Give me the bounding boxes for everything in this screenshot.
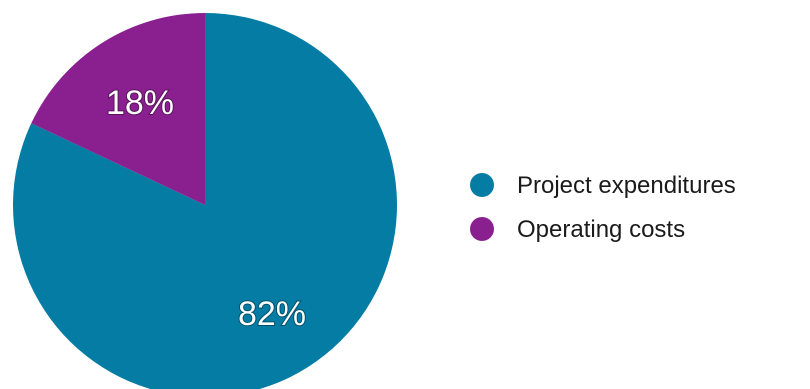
slice-label-operating-costs: 18%	[106, 84, 174, 122]
pie-slices	[13, 13, 397, 389]
slice-label-project-expenditures: 82%	[238, 295, 306, 333]
slice-labels: 18% 82%	[105, 83, 307, 334]
legend-label-project-expenditures: Project expenditures	[517, 172, 736, 199]
legend-label-operating-costs: Operating costs	[517, 216, 685, 243]
legend-marker-operating-costs	[470, 217, 494, 241]
legend: Project expenditures Operating costs	[470, 172, 736, 243]
pie-slice-operating-costs	[31, 13, 205, 205]
legend-item-operating-costs: Operating costs	[470, 216, 685, 243]
pie-slice-project-expenditures	[13, 13, 397, 389]
legend-marker-project-expenditures	[470, 173, 494, 197]
legend-item-project-expenditures: Project expenditures	[470, 172, 736, 199]
